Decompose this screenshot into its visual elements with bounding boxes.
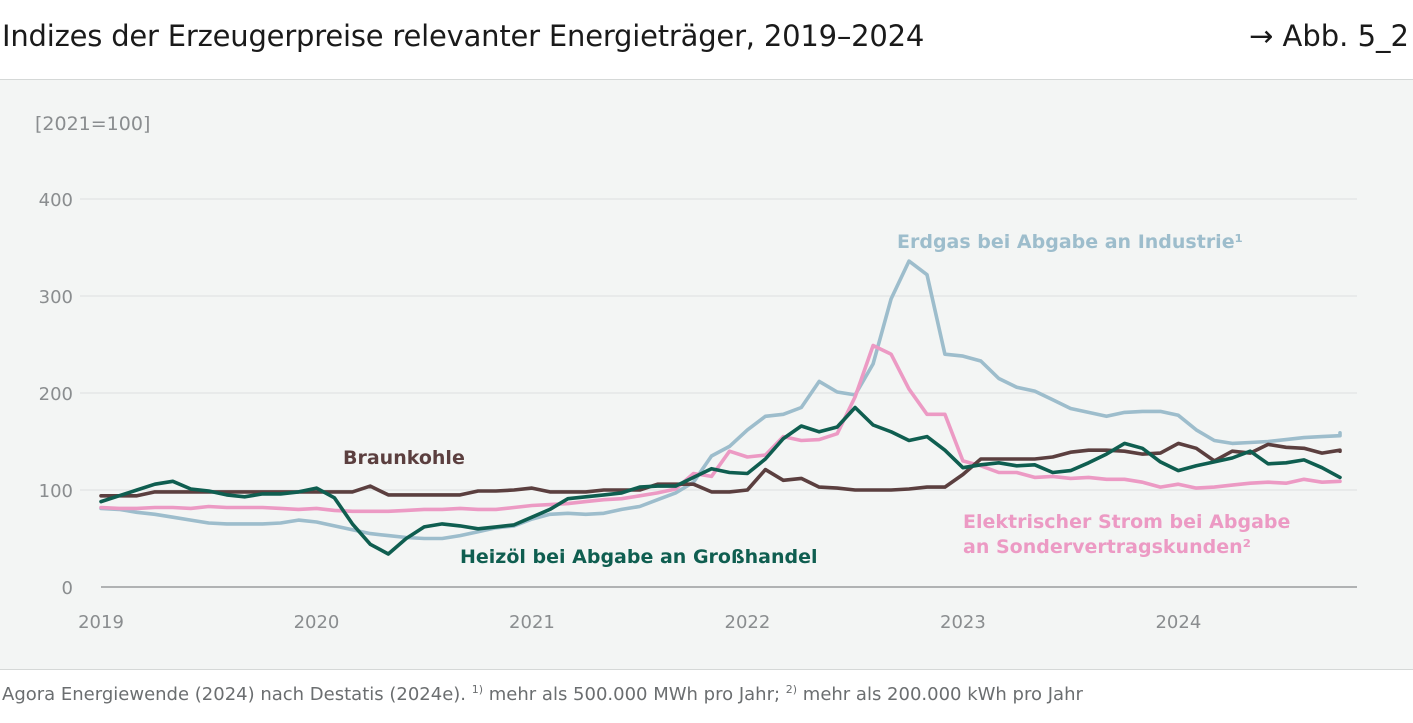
- source-note: Agora Energiewende (2024) nach Destatis …: [2, 683, 1083, 705]
- chart-panel: [2021=100] 0 100 200 300 400 2019 2020 2021 202…: [0, 80, 1413, 670]
- x-tick-label: 2022: [725, 612, 771, 633]
- series-line-strom: [99, 343, 1342, 514]
- series-line-erdgas: [99, 259, 1342, 541]
- figure-reference: → Abb. 5_2: [1248, 19, 1409, 53]
- x-axis-ticks: 2019 2020 2021 2022 2023 2024: [78, 612, 1201, 633]
- y-axis-unit-label: [2021=100]: [35, 113, 150, 135]
- series-label-strom: an Sondervertragskunden²: [963, 536, 1251, 558]
- series-label-strom: Elektrischer Strom bei Abgabe: [963, 511, 1290, 533]
- x-tick-label: 2021: [509, 612, 555, 633]
- y-tick-label: 100: [39, 481, 73, 502]
- footnote-1-marker: 1): [471, 683, 484, 696]
- x-tick-label: 2020: [294, 612, 340, 633]
- series-labels: Erdgas bei Abgabe an Industrie¹ Elektrisc…: [343, 231, 1290, 568]
- header: Indizes der Erzeugerpreise relevanter En…: [0, 0, 1413, 80]
- grid-lines: [80, 198, 1357, 588]
- x-tick-label: 2024: [1155, 612, 1201, 633]
- y-tick-label: 0: [62, 578, 73, 599]
- series-line-heizoel: [99, 405, 1342, 556]
- y-axis-ticks: 0 100 200 300 400: [39, 190, 73, 599]
- x-tick-label: 2023: [940, 612, 986, 633]
- x-tick-label: 2019: [78, 612, 124, 633]
- series-label-braunkohle: Braunkohle: [343, 447, 465, 469]
- y-tick-label: 200: [39, 384, 73, 405]
- footnote-2-text: mehr als 200.000 kWh pro Jahr: [797, 684, 1083, 705]
- series-label-erdgas: Erdgas bei Abgabe an Industrie¹: [897, 231, 1243, 253]
- series-label-heizoel: Heizöl bei Abgabe an Großhandel: [460, 546, 818, 568]
- footnote-1-text: mehr als 500.000 MWh pro Jahr;: [483, 684, 786, 705]
- source-text: Agora Energiewende (2024) nach Destatis …: [2, 684, 472, 705]
- y-tick-label: 300: [39, 287, 73, 308]
- footnote-2-marker: 2): [785, 683, 798, 696]
- page-title: Indizes der Erzeugerpreise relevanter En…: [2, 19, 925, 53]
- y-tick-label: 400: [39, 190, 73, 211]
- line-chart: [2021=100] 0 100 200 300 400 2019 2020 2021 202…: [35, 113, 1357, 633]
- series-lines: [99, 259, 1342, 556]
